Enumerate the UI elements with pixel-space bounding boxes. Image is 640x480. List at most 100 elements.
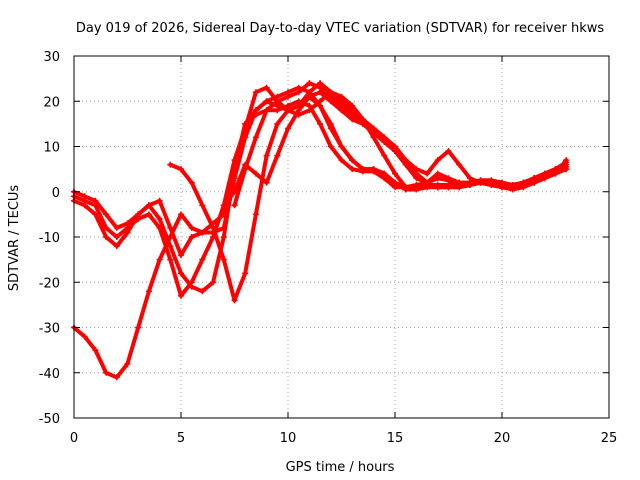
x-tick-label: 5 (177, 431, 185, 446)
data-point (156, 256, 163, 263)
data-point (252, 134, 259, 141)
data-point (424, 179, 431, 186)
data-point (167, 243, 174, 250)
data-point (424, 170, 431, 177)
data-point (306, 107, 313, 114)
data-point (220, 234, 227, 240)
data-point (531, 179, 538, 186)
data-point (103, 234, 110, 240)
data-point (413, 182, 420, 188)
data-point (145, 202, 152, 209)
data-point (263, 98, 270, 105)
data-point (338, 102, 345, 109)
data-point (81, 202, 88, 209)
data-point (499, 179, 505, 186)
data-point (370, 166, 377, 173)
data-point (263, 152, 270, 159)
data-point (392, 148, 398, 154)
data-point (509, 184, 516, 191)
data-point (413, 166, 420, 173)
data-point (445, 148, 452, 154)
data-point (359, 120, 366, 127)
data-point (295, 107, 302, 114)
data-point (349, 166, 356, 173)
data-point (167, 256, 174, 263)
data-point (113, 234, 120, 240)
data-point (306, 93, 313, 100)
data-point (263, 107, 270, 114)
data-point (338, 143, 345, 150)
x-tick-label: 20 (494, 431, 511, 446)
data-point (477, 179, 484, 186)
y-tick-label: -40 (39, 367, 60, 382)
data-point (263, 84, 270, 91)
data-point (274, 120, 281, 127)
data-point (103, 224, 110, 231)
data-point (231, 166, 238, 173)
data-point (263, 179, 270, 186)
data-point (210, 224, 217, 231)
data-point (402, 157, 409, 164)
y-tick-label: -20 (39, 276, 60, 291)
data-point (488, 177, 495, 184)
data-point (167, 161, 174, 168)
data-point (199, 256, 206, 263)
y-tick-label: -30 (39, 322, 60, 337)
tick-label-layer: 0 5 10 15 20 25 -50 -40 -30 -20 -10 0 10 20 30 (39, 50, 618, 446)
data-point (327, 93, 334, 100)
data-point (402, 184, 409, 191)
y-tick-label: 0 (52, 186, 60, 201)
data-point (381, 170, 388, 177)
x-tick-label: 25 (601, 431, 618, 446)
y-tick-label: 30 (43, 50, 60, 65)
x-tick-label: 10 (280, 431, 297, 446)
data-point (135, 324, 142, 331)
data-point (317, 84, 324, 91)
y-tick-label: -50 (39, 412, 60, 427)
data-point (242, 120, 249, 127)
data-point (231, 202, 238, 209)
data-point (199, 288, 206, 295)
data-point (231, 297, 238, 304)
data-point (413, 175, 420, 182)
data-point (392, 179, 398, 186)
data-point (349, 157, 356, 164)
data-point (306, 80, 313, 87)
data-point (103, 369, 110, 376)
series-day-7 (231, 80, 570, 209)
data-point (274, 152, 281, 159)
data-point (124, 360, 131, 367)
data-point (434, 175, 441, 182)
data-point (156, 215, 163, 222)
data-point (434, 184, 441, 191)
x-tick-label: 0 (70, 431, 78, 446)
data-point (317, 120, 324, 127)
y-tick-label: 10 (43, 141, 60, 156)
data-point (381, 139, 388, 145)
data-point (285, 107, 291, 114)
data-point (188, 283, 195, 290)
data-point (188, 179, 195, 186)
data-point (295, 89, 302, 96)
data-point (135, 211, 142, 218)
data-point (156, 197, 163, 204)
data-point (381, 152, 388, 159)
data-point (178, 166, 184, 173)
data-point (317, 102, 324, 109)
data-point (113, 374, 120, 381)
data-point (188, 234, 195, 240)
data-point (242, 270, 249, 277)
data-point (252, 211, 259, 218)
data-point (145, 211, 152, 218)
data-point (520, 182, 527, 188)
data-point (285, 125, 291, 132)
data-point (252, 89, 259, 96)
data-point (252, 107, 259, 114)
x-axis-label: GPS time / hours (286, 460, 395, 475)
data-point (210, 279, 217, 286)
data-point (370, 129, 377, 136)
data-point (359, 166, 366, 173)
data-point (285, 93, 291, 100)
